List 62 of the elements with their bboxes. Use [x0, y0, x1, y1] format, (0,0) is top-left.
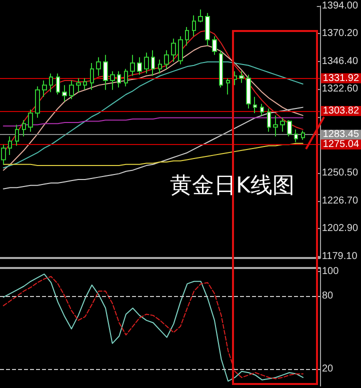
- candlestick: [49, 73, 53, 93]
- candlestick: [137, 56, 142, 76]
- candlestick: [239, 70, 244, 84]
- candlestick: [267, 108, 271, 132]
- candlestick: [219, 50, 223, 88]
- y-tick-label: 20: [322, 363, 334, 374]
- candlestick: [280, 117, 285, 132]
- candlestick: [212, 36, 217, 56]
- line-series: [2, 142, 304, 166]
- candlestick: [35, 86, 40, 118]
- y-tick-label: 80: [322, 290, 334, 302]
- candlestick: [205, 12, 210, 46]
- ref-line-label: 1303.82: [322, 106, 360, 117]
- candlestick: [42, 80, 47, 98]
- candlestick: [226, 78, 230, 96]
- candlestick: [15, 124, 19, 146]
- candlestick: [8, 136, 12, 156]
- candlestick: [103, 54, 108, 90]
- candlestick: [110, 70, 115, 90]
- y-tick-label: 1202.90: [322, 223, 358, 234]
- candlestick: [171, 38, 176, 62]
- y-tick-label: 1250.50: [322, 168, 358, 179]
- ref-line-label: 1283.45: [322, 129, 360, 140]
- candlestick: [56, 73, 60, 96]
- candlestick: [22, 120, 26, 137]
- y-tick-label: 100: [322, 266, 340, 278]
- candlestick: [198, 8, 203, 23]
- ref-line-label: 1275.04: [322, 139, 360, 150]
- line-series: [2, 117, 304, 126]
- candlestick: [1, 144, 6, 165]
- candlestick: [158, 59, 162, 74]
- candlestick: [185, 26, 189, 46]
- candlestick: [301, 130, 305, 140]
- y-tick-label: 1346.40: [322, 56, 358, 67]
- candlestick: [287, 120, 292, 137]
- candlestick: [164, 50, 169, 70]
- candlestick: [130, 54, 135, 76]
- candlestick: [124, 68, 128, 87]
- candlestick: [253, 96, 257, 114]
- candlestick: [28, 109, 33, 132]
- candlestick: [96, 56, 101, 76]
- candlestick: [83, 78, 87, 90]
- candlestick: [294, 128, 298, 143]
- candlestick: [62, 84, 67, 102]
- candlestick: [151, 50, 155, 76]
- candlestick: [76, 78, 81, 93]
- ref-line-label: 1331.92: [322, 72, 360, 84]
- candlestick: [192, 14, 196, 37]
- y-tick-label: 1370.20: [322, 28, 358, 40]
- candlestick: [178, 36, 183, 65]
- candlestick: [117, 70, 121, 88]
- candlestick: [260, 103, 264, 116]
- candlestick: [246, 74, 251, 109]
- candlestick: [144, 52, 149, 74]
- candlestick: [90, 62, 94, 90]
- y-tick-label: 1226.70: [322, 195, 358, 206]
- y-tick-label: 1322.60: [322, 84, 358, 95]
- text: 黄金日K线图: [170, 174, 294, 198]
- y-tick-label: 1394.00: [322, 0, 358, 12]
- candlestick: [273, 114, 278, 137]
- y-tick-label: 1179.10: [322, 250, 358, 262]
- candlestick: [69, 80, 74, 100]
